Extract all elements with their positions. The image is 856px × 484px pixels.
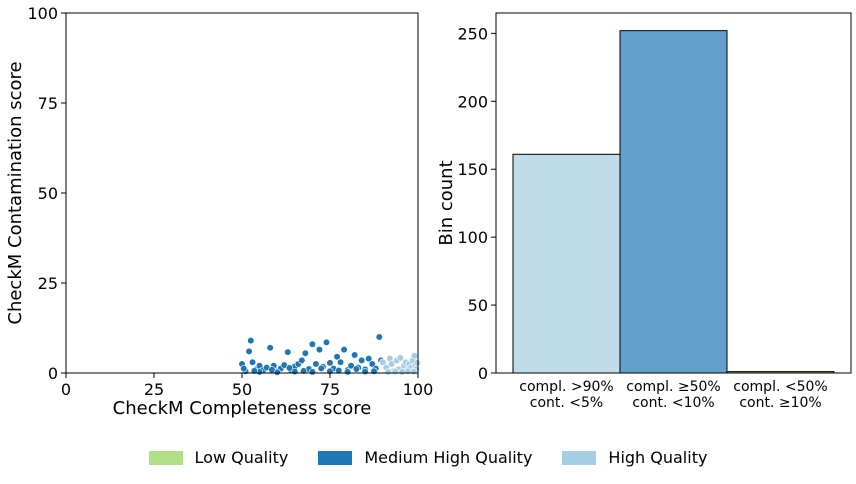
scatter-xtick-label-1: 25 [144, 380, 164, 399]
scatter-point-0-4 [248, 358, 257, 366]
scatter-point-0-22 [312, 360, 320, 368]
scatter-point-0-53 [300, 367, 308, 375]
legend-label-high: High Quality [608, 448, 708, 467]
legend-label-low: Low Quality [194, 448, 289, 467]
scatter-point-1-17 [413, 359, 421, 367]
scatter-point-0-14 [284, 348, 292, 356]
legend-label-medium-high: Medium High Quality [364, 448, 533, 467]
scatter-point-0-23 [315, 346, 324, 354]
bar-category-label-1-0: compl. ≥50% [626, 379, 720, 395]
scatter-point-0-55 [335, 366, 343, 375]
legend-swatch-medium-high [318, 450, 353, 465]
scatter-ytick-label-4: 100 [27, 4, 58, 23]
legend-item-low: Low Quality [148, 448, 289, 467]
scatter-xtick-label-3: 75 [320, 380, 340, 399]
scatter-point-1-7 [396, 354, 405, 362]
scatter-point-0-49 [240, 365, 248, 373]
bar-category-label-1-1: cont. <10% [632, 395, 714, 411]
scatter-xtick-label-0: 0 [61, 380, 71, 399]
scatter-point-1-18 [384, 368, 392, 376]
legend-swatch-low [148, 450, 183, 465]
bar-1 [619, 30, 728, 374]
bar-ytick-label-1: 50 [468, 296, 488, 315]
legend-swatch-high [562, 450, 597, 465]
legend-item-medium-high: Medium High Quality [318, 448, 532, 467]
bar-ytick-label-5: 250 [457, 24, 488, 43]
scatter-point-0-57 [370, 367, 378, 375]
scatter-ytick-label-3: 75 [38, 94, 58, 113]
scatter-xtick-label-2: 50 [232, 380, 252, 399]
bar-ytick-label-4: 200 [457, 92, 488, 111]
scatter-point-0-48 [361, 367, 369, 376]
scatter-point-0-18 [298, 356, 306, 365]
scatter-point-0-26 [326, 359, 334, 367]
scatter-point-0-2 [245, 347, 253, 356]
scatter-ytick-label-0: 0 [48, 364, 58, 383]
scatter-point-0-35 [358, 356, 366, 365]
scatter-point-0-30 [340, 346, 348, 354]
bar-category-label-0-1: cont. <5% [530, 395, 603, 411]
scatter-point-1-20 [398, 368, 406, 376]
scatter-point-0-21 [308, 340, 317, 348]
scatter-point-0-29 [336, 358, 345, 366]
scatter-point-1-0 [379, 358, 387, 366]
bar-ylabel: Bin count [436, 160, 457, 245]
scatter-point-0-33 [351, 351, 359, 359]
scatter-point-0-28 [333, 353, 341, 361]
scatter-point-1-22 [410, 367, 418, 376]
legend: Low Quality Medium High Quality High Qua… [0, 448, 856, 467]
scatter-point-0-37 [365, 355, 373, 363]
bar-panel: compl. >90%cont. <5% compl. ≥50%cont. <10… [436, 12, 852, 411]
scatter-panel: 0 25 50 75 100 0 25 50 75 100 CheckM Completeness … [5, 4, 433, 419]
bar-frame [495, 12, 852, 374]
scatter-point-0-50 [250, 367, 258, 375]
chart-canvas: 0 25 50 75 100 0 25 50 75 100 CheckM Completeness … [5, 4, 852, 419]
scatter-point-0-3 [247, 337, 255, 345]
scatter-point-1-3 [388, 360, 396, 368]
bar-category-label-2-1: cont. ≥10% [739, 395, 821, 411]
scatter-point-0-54 [317, 364, 325, 372]
scatter-ylabel: CheckM Contamination score [5, 61, 26, 324]
bar-ytick-label-3: 150 [457, 160, 488, 179]
bar-ytick-label-2: 100 [457, 228, 488, 247]
scatter-point-0-32 [347, 362, 355, 370]
scatter-point-0-19 [301, 349, 309, 357]
scatter-point-0-56 [352, 365, 361, 373]
scatter-xtick-label-4: 100 [403, 380, 434, 399]
bar-category-label-0-0: compl. >90% [519, 379, 613, 395]
scatter-point-1-14 [410, 352, 419, 360]
scatter-point-0-47 [344, 368, 352, 376]
scatter-point-0-9 [266, 344, 274, 352]
scatter-ytick-label-1: 25 [38, 274, 58, 293]
scatter-frame [65, 12, 419, 374]
bar-ytick-label-0: 0 [478, 364, 488, 383]
scatter-ytick-label-2: 50 [38, 184, 58, 203]
legend-item-high: High Quality [562, 448, 707, 467]
scatter-point-0-52 [285, 364, 294, 372]
scatter-point-0-51 [268, 366, 276, 374]
scatter-point-0-40 [375, 333, 383, 341]
scatter-xlabel: CheckM Completeness score [113, 398, 372, 419]
bar-0 [512, 153, 621, 374]
scatter-point-0-25 [322, 338, 331, 347]
scatter-point-0-45 [308, 368, 317, 376]
bar-category-label-2-0: compl. <50% [733, 379, 827, 395]
scatter-point-1-19 [391, 367, 399, 376]
